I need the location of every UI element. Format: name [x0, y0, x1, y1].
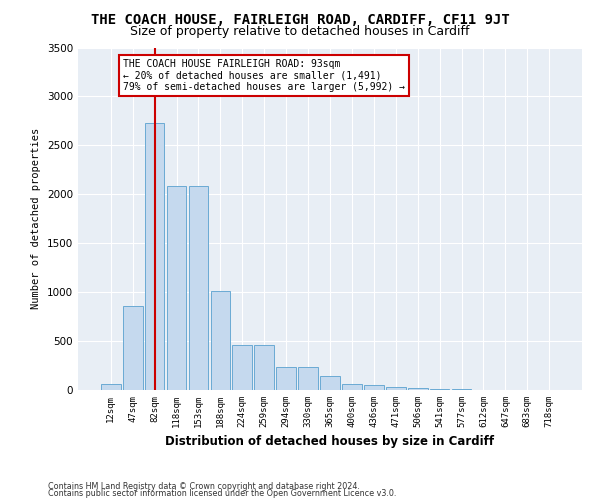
- Bar: [101, 384, 121, 390]
- Text: Contains public sector information licensed under the Open Government Licence v3: Contains public sector information licen…: [48, 490, 397, 498]
- Bar: [320, 376, 340, 390]
- Bar: [254, 345, 274, 390]
- Text: Size of property relative to detached houses in Cardiff: Size of property relative to detached ho…: [130, 25, 470, 38]
- Bar: [364, 385, 384, 390]
- Bar: [276, 368, 296, 390]
- Y-axis label: Number of detached properties: Number of detached properties: [31, 128, 41, 310]
- Text: THE COACH HOUSE, FAIRLEIGH ROAD, CARDIFF, CF11 9JT: THE COACH HOUSE, FAIRLEIGH ROAD, CARDIFF…: [91, 12, 509, 26]
- Bar: [298, 368, 318, 390]
- Bar: [167, 186, 187, 390]
- Bar: [232, 345, 252, 390]
- Text: THE COACH HOUSE FAIRLEIGH ROAD: 93sqm
← 20% of detached houses are smaller (1,49: THE COACH HOUSE FAIRLEIGH ROAD: 93sqm ← …: [123, 59, 405, 92]
- Bar: [211, 291, 230, 390]
- Bar: [430, 389, 449, 390]
- Bar: [408, 388, 428, 390]
- Bar: [342, 384, 362, 390]
- Bar: [123, 306, 143, 390]
- Bar: [386, 387, 406, 390]
- X-axis label: Distribution of detached houses by size in Cardiff: Distribution of detached houses by size …: [166, 436, 494, 448]
- Bar: [188, 186, 208, 390]
- Text: Contains HM Land Registry data © Crown copyright and database right 2024.: Contains HM Land Registry data © Crown c…: [48, 482, 360, 491]
- Bar: [145, 123, 164, 390]
